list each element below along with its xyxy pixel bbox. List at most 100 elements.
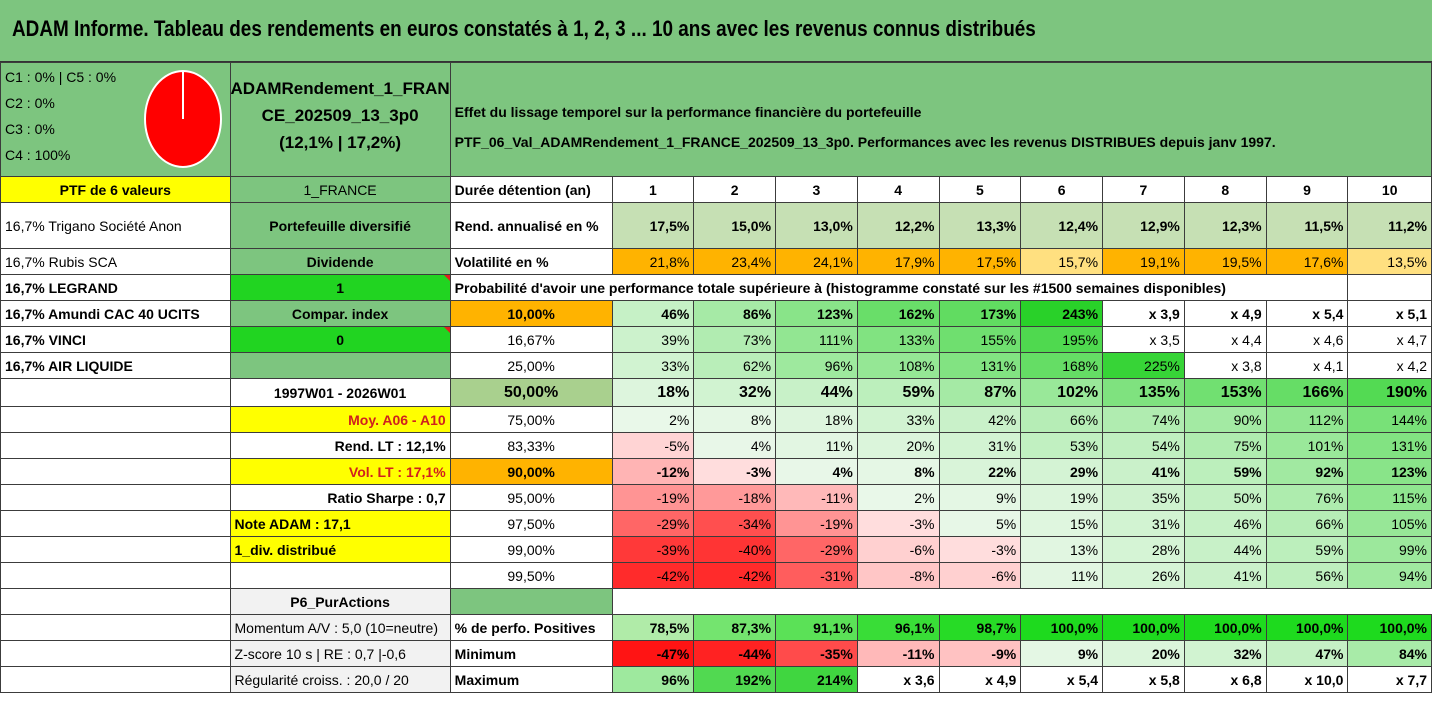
prob-value: 33%	[856, 406, 940, 433]
allocation-pie	[144, 70, 222, 168]
min-value: -11%	[856, 640, 940, 667]
prob-value: -6%	[856, 536, 940, 563]
prob-value: -11%	[775, 484, 858, 511]
prob-value: 59%	[1183, 458, 1267, 485]
prob-value: 8%	[856, 458, 940, 485]
vol-value: 19,1%	[1102, 248, 1185, 275]
prob-value: 168%	[1020, 352, 1104, 379]
year-header: 6	[1020, 176, 1104, 203]
prob-value: -19%	[775, 510, 858, 537]
probability-label: 10,00%	[449, 300, 613, 327]
positive-value: 98,7%	[938, 614, 1022, 641]
empty-cell	[0, 406, 231, 433]
min-value: -9%	[938, 640, 1022, 667]
vol-value: 21,8%	[611, 248, 695, 275]
rend-label: Rend. annualisé en %	[449, 202, 613, 249]
empty-cell	[0, 458, 231, 485]
prob-value: x 5,4	[1265, 300, 1349, 327]
max-value: x 6,8	[1183, 666, 1267, 693]
prob-value: 162%	[856, 300, 940, 327]
prob-value: 102%	[1020, 378, 1104, 407]
year-header: 1	[611, 176, 695, 203]
prob-value: 2%	[856, 484, 940, 511]
performance-table: C1 : 0% | C5 : 0% C2 : 0% C3 : 0% C4 : 100%…	[0, 62, 1432, 693]
rend-value: 15,0%	[693, 202, 777, 249]
prob-value: 153%	[1183, 378, 1267, 407]
prob-value: x 4,6	[1265, 326, 1349, 353]
prob-value: 76%	[1265, 484, 1349, 511]
min-value: 20%	[1102, 640, 1185, 667]
prob-value: 50%	[1183, 484, 1267, 511]
prob-value: 4%	[693, 432, 777, 459]
holding-row: 16,7% VINCI	[0, 326, 231, 353]
empty-cell	[229, 562, 451, 589]
prob-value: 26%	[1102, 562, 1185, 589]
max-value: x 4,9	[938, 666, 1022, 693]
positive-value: 78,5%	[611, 614, 695, 641]
year-header: 8	[1183, 176, 1267, 203]
portfolio-name-cell: ADAMRendement_1_FRAN CE_202509_13_3p0 (12,…	[229, 62, 451, 177]
prob-value: 44%	[775, 378, 858, 407]
dividend-label: Dividende	[229, 248, 451, 275]
min-value: 47%	[1265, 640, 1349, 667]
prob-value: 59%	[856, 378, 940, 407]
vol-value: 13,5%	[1347, 248, 1432, 275]
prob-value: 86%	[693, 300, 777, 327]
period-label: 1997W01 - 2026W01	[229, 378, 451, 407]
positive-value: 100,0%	[1020, 614, 1104, 641]
prob-value: 39%	[611, 326, 695, 353]
max-value: x 3,6	[856, 666, 940, 693]
holding-row: 16,7% AIR LIQUIDE	[0, 352, 231, 379]
empty-cell	[0, 484, 231, 511]
prob-value: 18%	[611, 378, 695, 407]
probability-label: 99,50%	[449, 562, 613, 589]
prob-value: 99%	[1347, 536, 1432, 563]
probability-label: 50,00%	[449, 378, 613, 407]
prob-value: 59%	[1265, 536, 1349, 563]
prob-value: -34%	[693, 510, 777, 537]
probability-label: 99,00%	[449, 536, 613, 563]
prob-value: 2%	[611, 406, 695, 433]
div-label: 1_div. distribué	[229, 536, 451, 563]
allocation-line: C2 : 0%	[5, 95, 55, 111]
prob-value: 111%	[775, 326, 858, 353]
rend-value: 13,0%	[775, 202, 858, 249]
prob-value: 42%	[938, 406, 1022, 433]
prob-value: 75%	[1183, 432, 1267, 459]
positive-value: 100,0%	[1265, 614, 1349, 641]
portfolio-name-line: (12,1% | 17,2%)	[279, 133, 402, 152]
vol-value: 24,1%	[775, 248, 858, 275]
portfolio-name-line: ADAMRendement_1_FRAN	[230, 79, 450, 98]
compar-index-input[interactable]: 0	[229, 326, 451, 353]
prob-value: 46%	[1183, 510, 1267, 537]
rend-value: 12,2%	[856, 202, 940, 249]
prob-value: 29%	[1020, 458, 1104, 485]
empty-cell	[0, 378, 231, 407]
prob-value: 94%	[1347, 562, 1432, 589]
positive-value: 96,1%	[856, 614, 940, 641]
min-value: -35%	[775, 640, 858, 667]
prob-value: x 4,2	[1347, 352, 1432, 379]
sharpe-label: Ratio Sharpe : 0,7	[229, 484, 451, 511]
prob-value: x 4,1	[1265, 352, 1349, 379]
prob-value: 74%	[1102, 406, 1185, 433]
prob-value: 35%	[1102, 484, 1185, 511]
prob-value: 96%	[775, 352, 858, 379]
dividend-input[interactable]: 1	[229, 274, 451, 301]
empty-cell	[0, 510, 231, 537]
empty-cell	[0, 536, 231, 563]
stat-label: % de perfo. Positives	[449, 614, 613, 641]
max-value: x 5,4	[1020, 666, 1104, 693]
prob-value: 90%	[1183, 406, 1267, 433]
empty-cell	[0, 432, 231, 459]
prob-value: 46%	[611, 300, 695, 327]
prob-value: -39%	[611, 536, 695, 563]
rend-value: 12,9%	[1102, 202, 1185, 249]
report-title: ADAM Informe. Tableau des rendements en …	[12, 16, 1036, 41]
prob-value: 195%	[1020, 326, 1104, 353]
vol-lt-label: Vol. LT : 17,1%	[229, 458, 451, 485]
empty-cell	[1347, 274, 1432, 301]
allocation-cell: C1 : 0% | C5 : 0% C2 : 0% C3 : 0% C4 : 100%	[0, 62, 231, 177]
empty-cell	[0, 588, 231, 615]
